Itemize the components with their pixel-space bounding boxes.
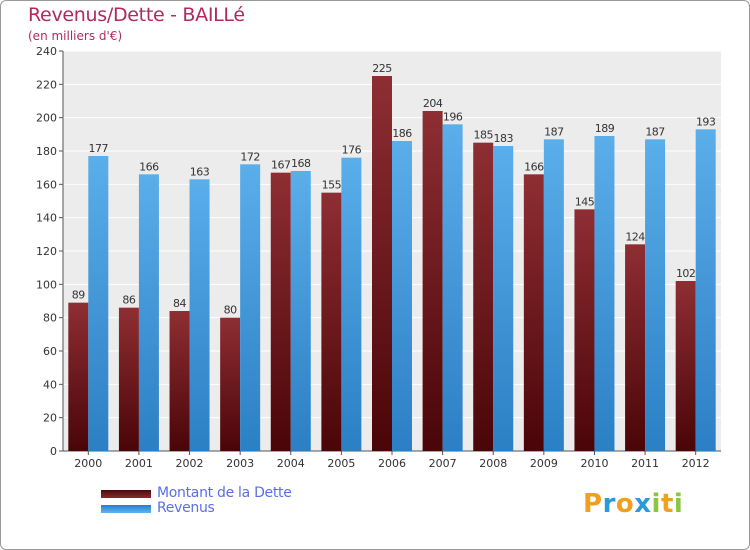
- bar-dette: [270, 172, 291, 451]
- data-label-revenus: 186: [392, 127, 412, 140]
- bar-dette: [523, 174, 544, 452]
- y-tick-label: 220: [36, 78, 57, 91]
- legend-item-revenus: Revenus: [101, 500, 361, 517]
- logo-letter: r: [602, 489, 616, 519]
- bar-revenus: [290, 171, 311, 451]
- bar-dette: [169, 311, 190, 451]
- y-tick-label: 140: [36, 212, 57, 225]
- data-label-dette: 155: [322, 179, 342, 192]
- x-tick-label: 2003: [226, 457, 254, 470]
- bar-dette: [68, 302, 89, 451]
- data-label-revenus: 183: [493, 132, 513, 145]
- y-tick-label: 20: [43, 412, 57, 425]
- data-label-revenus: 193: [696, 115, 716, 128]
- y-tick-label: 100: [36, 278, 57, 291]
- y-tick-label: 40: [43, 378, 57, 391]
- data-label-revenus: 172: [240, 150, 260, 163]
- x-tick-label: 2009: [530, 457, 558, 470]
- bar-revenus: [88, 156, 109, 451]
- data-label-revenus: 196: [443, 110, 463, 123]
- data-label-dette: 102: [676, 267, 696, 280]
- data-label-revenus: 168: [291, 157, 311, 170]
- data-label-dette: 185: [473, 129, 493, 142]
- bar-dette: [372, 76, 392, 451]
- bar-revenus: [138, 174, 159, 452]
- x-tick-label: 2001: [125, 457, 153, 470]
- logo-letter: i: [651, 489, 661, 519]
- data-label-dette: 124: [625, 230, 645, 243]
- legend-swatch-dette: [101, 490, 151, 498]
- x-tick-label: 2005: [327, 457, 355, 470]
- y-tick-label: 200: [36, 112, 57, 125]
- legend-swatch-revenus: [101, 505, 151, 513]
- bar-dette: [473, 142, 494, 451]
- y-tick-label: 0: [50, 445, 57, 458]
- y-tick-label: 120: [36, 245, 57, 258]
- bar-revenus: [543, 139, 564, 452]
- bar-revenus: [189, 179, 210, 452]
- data-label-revenus: 187: [645, 125, 665, 138]
- x-tick-label: 2008: [479, 457, 507, 470]
- data-label-dette: 89: [72, 289, 85, 302]
- legend-label-dette: Montant de la Dette: [157, 485, 292, 501]
- bar-revenus: [341, 157, 362, 451]
- data-label-dette: 145: [575, 195, 595, 208]
- legend-label-revenus: Revenus: [157, 500, 215, 516]
- x-tick-label: 2011: [631, 457, 659, 470]
- data-label-revenus: 189: [595, 122, 615, 135]
- data-label-dette: 225: [372, 62, 392, 75]
- data-label-dette: 204: [423, 97, 443, 110]
- proxiti-logo: Proxiti: [583, 489, 683, 519]
- bar-dette: [118, 307, 139, 451]
- bar-revenus: [493, 146, 514, 451]
- bar-revenus: [240, 164, 261, 452]
- bar-dette: [422, 111, 443, 451]
- data-label-dette: 166: [524, 160, 544, 173]
- logo-letter: o: [615, 489, 635, 519]
- chart-title: Revenus/Dette - BAILLé: [28, 4, 245, 26]
- data-label-dette: 86: [122, 294, 135, 307]
- y-tick-label: 60: [43, 345, 57, 358]
- data-label-revenus: 163: [190, 165, 210, 178]
- data-label-revenus: 187: [544, 125, 564, 138]
- x-tick-label: 2000: [74, 457, 102, 470]
- bar-revenus: [442, 124, 463, 451]
- x-tick-label: 2007: [429, 457, 457, 470]
- data-label-revenus: 177: [89, 142, 109, 155]
- bar-revenus: [392, 141, 412, 451]
- x-tick-label: 2004: [277, 457, 305, 470]
- legend-item-dette: Montant de la Dette: [101, 485, 361, 502]
- logo-letter: P: [583, 489, 603, 519]
- y-tick-label: 240: [36, 45, 57, 58]
- y-tick-label: 180: [36, 145, 57, 158]
- x-tick-label: 2002: [176, 457, 204, 470]
- bar-dette: [675, 281, 696, 451]
- data-label-dette: 84: [173, 297, 186, 310]
- bar-dette: [574, 209, 595, 451]
- y-tick-label: 80: [43, 312, 57, 325]
- logo-letter: t: [660, 489, 674, 519]
- y-tick-label: 160: [36, 178, 57, 191]
- bar-revenus: [645, 139, 666, 452]
- data-label-revenus: 176: [342, 144, 362, 157]
- x-tick-label: 2010: [580, 457, 608, 470]
- data-label-dette: 167: [271, 159, 291, 172]
- chart-subtitle: (en milliers d'€): [28, 29, 123, 43]
- bar-dette: [625, 244, 646, 451]
- x-tick-label: 2006: [378, 457, 406, 470]
- logo-letter: x: [634, 489, 652, 519]
- bar-dette: [220, 317, 241, 451]
- data-label-dette: 80: [224, 304, 237, 317]
- bar-dette: [321, 192, 342, 451]
- logo-letter: i: [673, 489, 684, 519]
- bar-revenus: [695, 129, 716, 452]
- x-tick-label: 2012: [682, 457, 710, 470]
- bar-revenus: [594, 136, 615, 451]
- data-label-revenus: 166: [139, 160, 159, 173]
